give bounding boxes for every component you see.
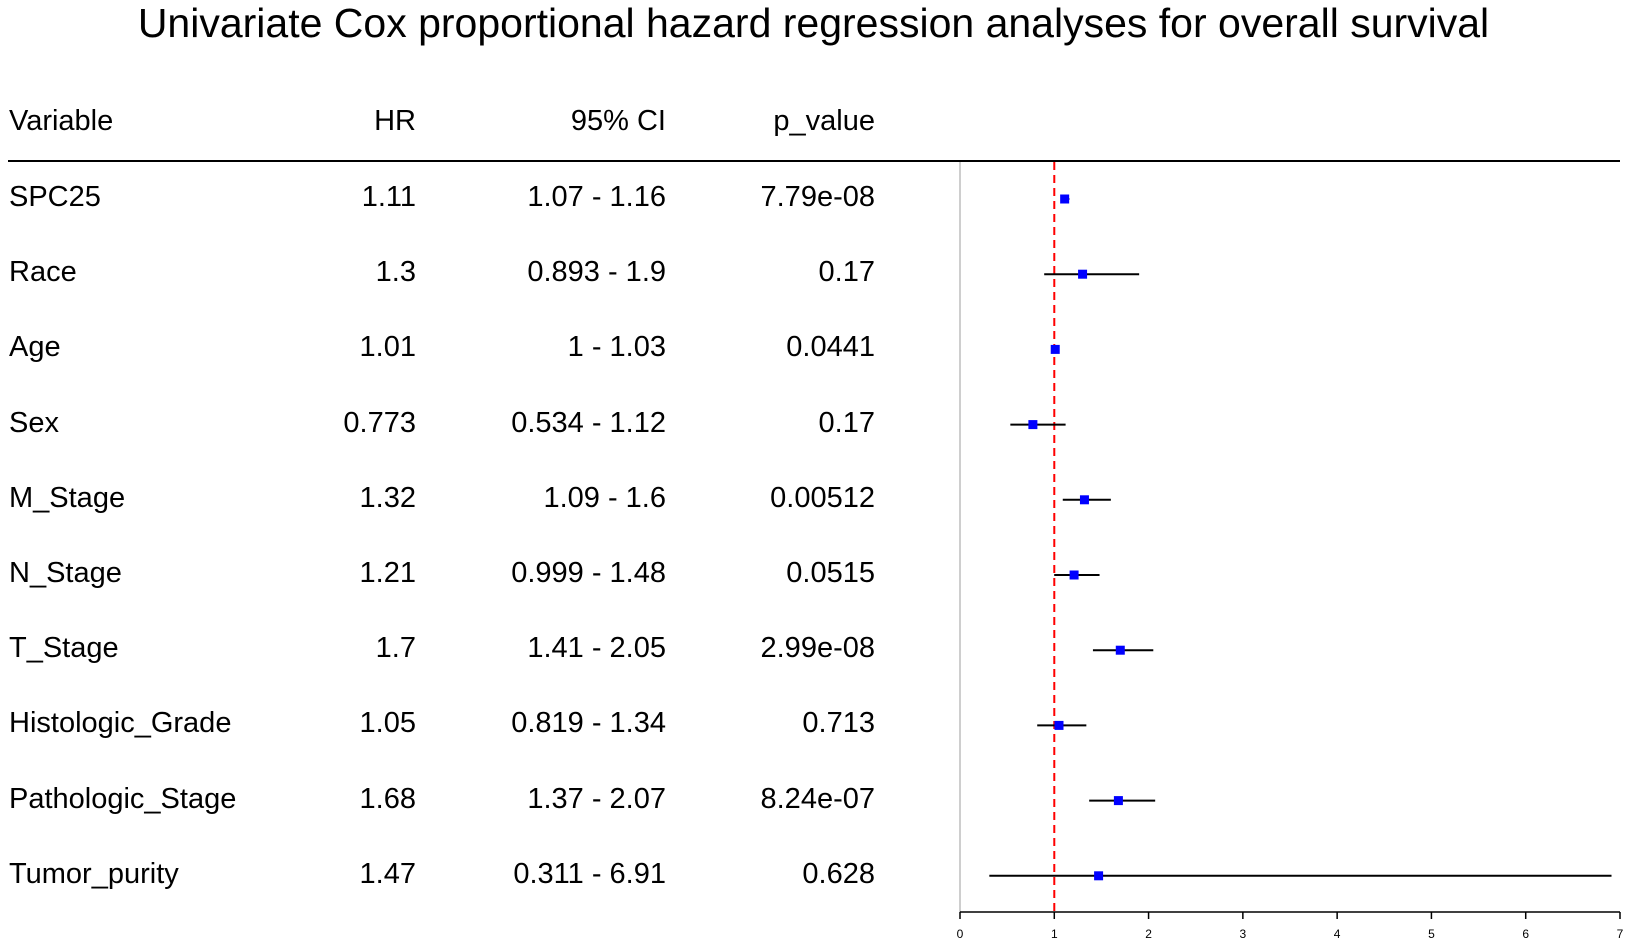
hr-point xyxy=(1094,871,1104,881)
row-variable: T_Stage xyxy=(9,632,119,665)
hr-point xyxy=(1115,645,1125,655)
row-p-value: 0.17 xyxy=(818,256,875,289)
header-hr: HR xyxy=(374,105,416,137)
row-p-value: 0.628 xyxy=(802,857,875,890)
chart-title: Univariate Cox proportional hazard regre… xyxy=(137,0,1490,46)
row-variable: Race xyxy=(9,256,77,289)
hr-point xyxy=(1069,570,1079,580)
row-hr: 1.11 xyxy=(361,181,416,213)
row-hr: 1.21 xyxy=(359,557,416,589)
row-hr: 1.68 xyxy=(359,782,416,815)
row-hr: 1.05 xyxy=(359,707,416,740)
row-ci: 1.37 - 2.07 xyxy=(527,782,666,815)
row-ci: 0.311 - 6.91 xyxy=(513,857,666,890)
row-hr: 1.47 xyxy=(359,857,416,890)
x-tick-label: 7 xyxy=(1617,927,1624,941)
header-variable: Variable xyxy=(9,105,114,137)
row-p-value: 8.24e-07 xyxy=(760,782,876,815)
hr-point xyxy=(1050,344,1060,354)
row-variable: Age xyxy=(9,331,61,364)
x-tick-label: 4 xyxy=(1334,927,1341,941)
row-ci: 0.999 - 1.48 xyxy=(511,557,666,589)
row-hr: 1.3 xyxy=(375,256,416,289)
x-tick-label: 3 xyxy=(1240,927,1247,941)
row-p-value: 0.0441 xyxy=(786,331,875,364)
hr-point xyxy=(1078,269,1088,279)
row-variable: Sex xyxy=(9,406,59,439)
row-ci: 1.41 - 2.05 xyxy=(527,632,666,665)
x-tick-label: 1 xyxy=(1051,927,1058,941)
hr-point xyxy=(1113,796,1123,806)
row-variable: SPC25 xyxy=(9,181,101,213)
row-variable: Pathologic_Stage xyxy=(9,782,237,815)
hr-point xyxy=(1054,720,1064,730)
hr-point xyxy=(1060,194,1070,204)
header-divider xyxy=(8,160,1620,162)
x-tick-label: 6 xyxy=(1522,927,1529,941)
row-ci: 0.893 - 1.9 xyxy=(527,256,666,289)
row-hr: 1.01 xyxy=(359,331,416,364)
row-ci: 0.819 - 1.34 xyxy=(511,707,666,740)
row-hr: 0.773 xyxy=(343,406,416,439)
row-ci: 1.09 - 1.6 xyxy=(543,481,666,514)
row-ci: 0.534 - 1.12 xyxy=(511,406,666,439)
row-p-value: 0.17 xyxy=(818,406,875,439)
row-variable: M_Stage xyxy=(9,481,126,514)
x-tick-label: 2 xyxy=(1145,927,1152,941)
row-hr: 1.32 xyxy=(359,481,416,514)
row-ci: 1.07 - 1.16 xyxy=(527,181,666,213)
hr-point xyxy=(1028,420,1038,430)
row-p-value: 0.00512 xyxy=(770,481,875,514)
row-p-value: 0.713 xyxy=(802,707,875,740)
row-p-value: 2.99e-08 xyxy=(760,632,876,665)
header-ci: 95% CI xyxy=(570,105,666,137)
row-variable: Tumor_purity xyxy=(9,857,179,890)
hr-point xyxy=(1079,495,1089,505)
row-variable: N_Stage xyxy=(9,557,122,589)
row-ci: 1 - 1.03 xyxy=(567,331,666,364)
row-p-value: 0.0515 xyxy=(786,557,875,589)
row-p-value: 7.79e-08 xyxy=(760,181,876,213)
x-tick-label: 0 xyxy=(957,927,964,941)
header-p-value: p_value xyxy=(773,105,875,137)
x-tick-label: 5 xyxy=(1428,927,1435,941)
row-hr: 1.7 xyxy=(375,632,416,665)
row-variable: Histologic_Grade xyxy=(9,707,232,740)
